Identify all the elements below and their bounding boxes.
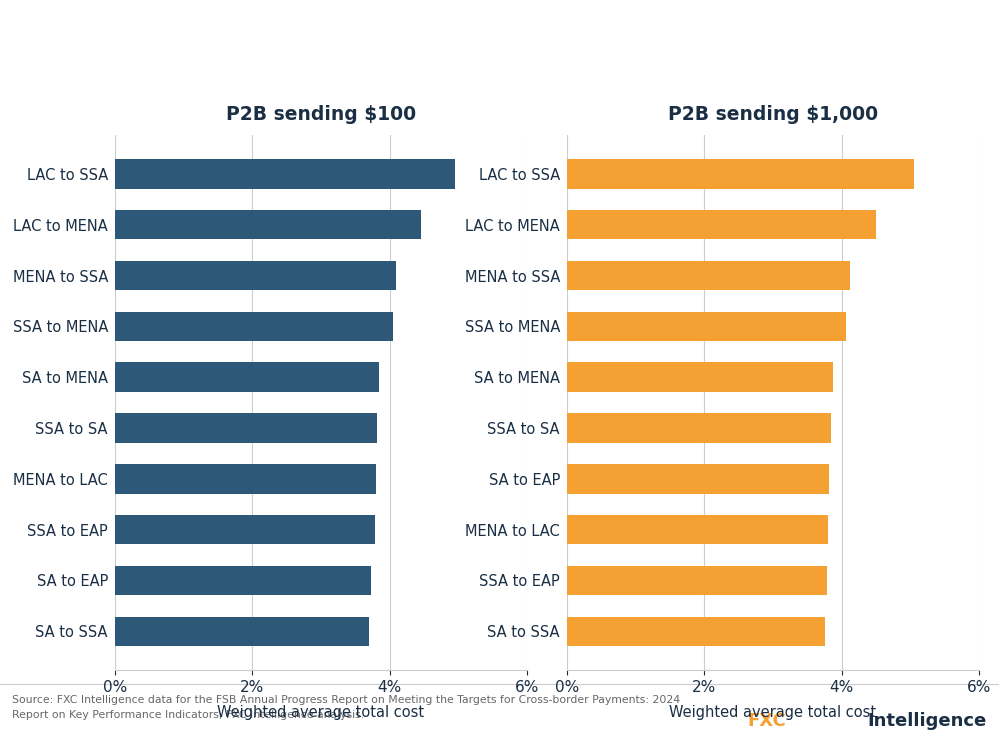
Text: Source: FXC Intelligence data for the FSB Annual Progress Report on Meeting the : Source: FXC Intelligence data for the FS… [12, 695, 680, 720]
Bar [115, 312, 393, 341]
Bar [115, 515, 375, 545]
Bar [115, 464, 376, 494]
Bar [115, 261, 397, 291]
Text: The regional corridors with the highest average cost, by send amount: The regional corridors with the highest … [15, 89, 625, 107]
Bar [567, 413, 831, 443]
Bar [567, 160, 914, 189]
Bar [567, 616, 825, 646]
Bar [567, 565, 826, 595]
Bar [567, 261, 850, 291]
Bar [567, 464, 829, 494]
Title: P2B sending $1,000: P2B sending $1,000 [668, 105, 878, 124]
Bar [115, 363, 380, 392]
Text: Intelligence: Intelligence [868, 712, 987, 730]
Bar [567, 312, 846, 341]
Text: FXC: FXC [747, 712, 786, 730]
Bar [115, 616, 369, 646]
Bar [567, 515, 828, 545]
Bar [115, 565, 371, 595]
Text: P2B payments’ most expensive regional corridors in 2024: P2B payments’ most expensive regional co… [15, 28, 965, 56]
Bar [115, 210, 421, 240]
X-axis label: Weighted average total cost: Weighted average total cost [669, 705, 876, 720]
Bar [567, 363, 833, 392]
Title: P2B sending $100: P2B sending $100 [226, 105, 416, 124]
Bar [567, 210, 876, 240]
Bar [115, 413, 378, 443]
Bar [115, 160, 455, 189]
X-axis label: Weighted average total cost: Weighted average total cost [218, 705, 425, 720]
